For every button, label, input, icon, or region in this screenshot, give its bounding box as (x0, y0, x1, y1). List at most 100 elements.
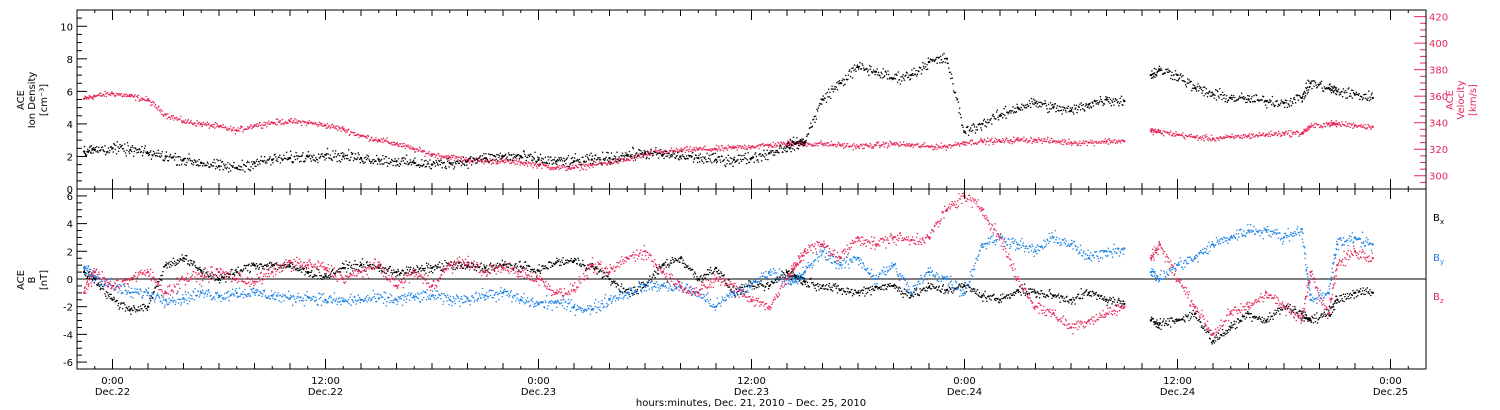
data-point (640, 289, 642, 291)
data-point (782, 148, 785, 150)
data-point (190, 160, 192, 162)
data-point (691, 155, 693, 158)
data-point (553, 159, 555, 161)
data-point (1368, 99, 1371, 102)
data-point (702, 279, 704, 281)
data-point (879, 146, 881, 148)
data-point (486, 158, 489, 161)
data-point (257, 124, 260, 126)
data-point (244, 170, 246, 173)
data-point (615, 158, 618, 160)
data-point (1072, 113, 1075, 115)
data-point (184, 163, 186, 166)
data-point (547, 159, 550, 161)
data-point (753, 161, 755, 164)
data-point (614, 282, 617, 285)
data-point (659, 151, 661, 153)
data-point (446, 155, 448, 157)
data-point (1067, 141, 1070, 143)
data-point (113, 298, 116, 300)
data-point (1049, 101, 1052, 104)
data-point (866, 67, 868, 70)
data-point (614, 280, 616, 283)
data-point (104, 90, 106, 93)
data-point (451, 154, 453, 157)
data-point (1284, 132, 1287, 134)
data-point (1361, 96, 1363, 98)
data-point (853, 144, 856, 147)
data-point (657, 273, 660, 275)
data-point (814, 115, 817, 117)
data-point (120, 92, 123, 95)
data-point (250, 124, 252, 126)
data-point (709, 271, 711, 274)
data-point (852, 67, 854, 69)
data-point (254, 265, 256, 267)
data-point (926, 68, 929, 70)
data-point (311, 269, 313, 272)
data-point (935, 58, 937, 61)
data-point (643, 150, 646, 152)
data-point (754, 151, 757, 154)
data-point (173, 159, 176, 161)
data-point (257, 268, 260, 271)
data-point (1315, 122, 1317, 125)
data-point (614, 159, 617, 162)
data-point (906, 145, 908, 148)
data-point (730, 146, 732, 148)
data-point (1349, 92, 1351, 95)
data-point (883, 143, 885, 145)
data-point (824, 97, 826, 100)
data-point (815, 118, 818, 120)
data-point (713, 147, 716, 149)
data-point (369, 263, 372, 266)
data-point (434, 165, 437, 167)
data-point (1293, 96, 1295, 99)
data-point (947, 147, 949, 149)
data-point (1180, 133, 1183, 136)
data-point (371, 159, 374, 161)
data-point (693, 276, 695, 278)
data-point (915, 75, 918, 77)
data-point (127, 309, 129, 311)
data-point (1090, 105, 1092, 108)
data-point (255, 160, 258, 162)
data-point (1319, 81, 1321, 84)
data-point (796, 136, 798, 139)
data-point (205, 122, 207, 125)
data-point (356, 158, 358, 161)
data-point (1320, 83, 1322, 85)
data-point (283, 154, 285, 157)
data-point (530, 163, 533, 165)
data-point (1071, 106, 1074, 109)
data-point (587, 157, 590, 160)
data-point (475, 158, 478, 161)
data-point (941, 54, 944, 56)
data-point (1013, 141, 1016, 144)
data-point (1067, 105, 1070, 107)
data-point (324, 124, 327, 127)
data-point (303, 267, 306, 270)
data-point (1120, 100, 1122, 103)
data-point (397, 145, 399, 147)
data-point (498, 160, 501, 163)
data-point (718, 156, 721, 158)
data-point (672, 153, 674, 155)
data-point (306, 155, 309, 158)
data-point (793, 149, 796, 151)
data-point (973, 124, 975, 126)
data-point (700, 156, 702, 159)
data-point (442, 265, 445, 267)
data-point (434, 156, 437, 159)
data-point (1303, 90, 1306, 93)
data-point (902, 74, 904, 76)
data-point (229, 163, 231, 165)
data-point (983, 138, 986, 140)
data-point (1308, 129, 1310, 131)
data-point (625, 160, 627, 162)
data-point (564, 159, 566, 161)
data-point (838, 80, 841, 82)
data-point (440, 161, 443, 164)
data-point (153, 153, 155, 155)
data-point (337, 271, 339, 273)
